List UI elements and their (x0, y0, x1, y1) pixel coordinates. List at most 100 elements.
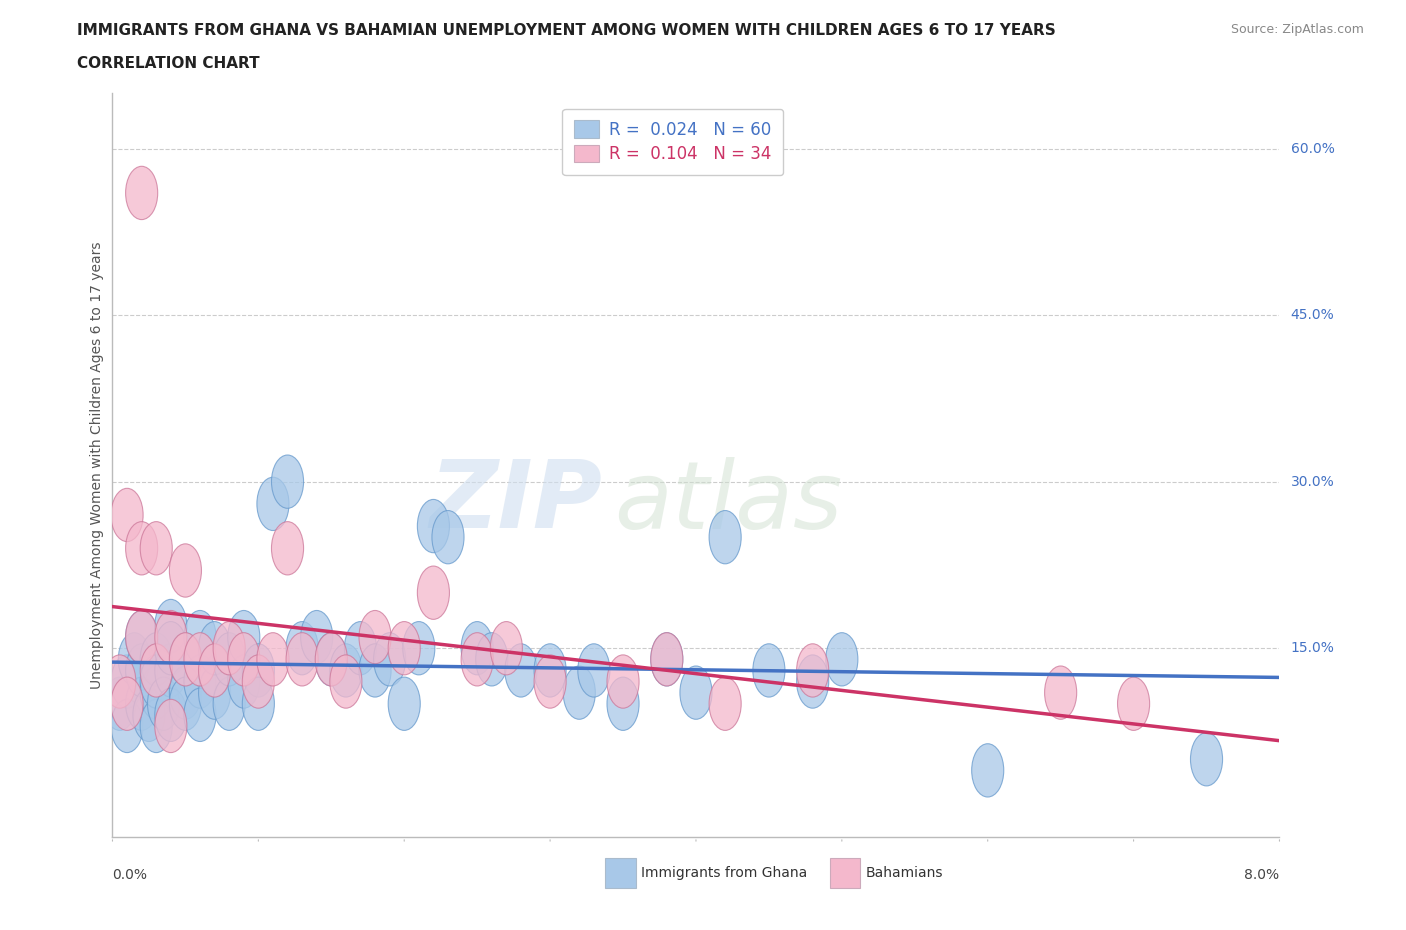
Ellipse shape (169, 666, 201, 719)
Ellipse shape (214, 621, 245, 675)
Ellipse shape (141, 632, 173, 686)
Ellipse shape (578, 644, 610, 698)
Ellipse shape (242, 644, 274, 698)
Ellipse shape (228, 610, 260, 664)
Text: Immigrants from Ghana: Immigrants from Ghana (641, 866, 807, 881)
Ellipse shape (1045, 666, 1077, 719)
Ellipse shape (607, 677, 640, 730)
Ellipse shape (825, 632, 858, 686)
Ellipse shape (418, 499, 450, 552)
Ellipse shape (228, 655, 260, 708)
Ellipse shape (564, 666, 595, 719)
Ellipse shape (461, 621, 494, 675)
Ellipse shape (681, 666, 711, 719)
Ellipse shape (374, 632, 406, 686)
Ellipse shape (148, 677, 180, 730)
Ellipse shape (505, 644, 537, 698)
Text: atlas: atlas (614, 457, 842, 548)
Ellipse shape (285, 632, 318, 686)
Ellipse shape (432, 511, 464, 564)
Ellipse shape (155, 621, 187, 675)
Ellipse shape (271, 455, 304, 509)
Ellipse shape (184, 610, 217, 664)
Ellipse shape (797, 655, 828, 708)
Ellipse shape (972, 744, 1004, 797)
Ellipse shape (125, 610, 157, 664)
Ellipse shape (111, 488, 143, 541)
Ellipse shape (534, 644, 567, 698)
Legend: R =  0.024   N = 60, R =  0.104   N = 34: R = 0.024 N = 60, R = 0.104 N = 34 (562, 109, 783, 175)
Ellipse shape (752, 644, 785, 698)
Ellipse shape (475, 632, 508, 686)
Ellipse shape (134, 688, 165, 741)
Ellipse shape (709, 677, 741, 730)
Ellipse shape (169, 677, 201, 730)
Ellipse shape (169, 632, 201, 686)
Ellipse shape (330, 655, 361, 708)
Ellipse shape (491, 621, 523, 675)
Ellipse shape (228, 632, 260, 686)
Ellipse shape (125, 644, 157, 698)
Ellipse shape (169, 544, 201, 597)
Ellipse shape (198, 621, 231, 675)
Ellipse shape (651, 632, 683, 686)
Ellipse shape (111, 699, 143, 752)
Text: 45.0%: 45.0% (1291, 308, 1334, 322)
Ellipse shape (709, 511, 741, 564)
Ellipse shape (155, 610, 187, 664)
Ellipse shape (141, 644, 173, 698)
Ellipse shape (402, 621, 434, 675)
Ellipse shape (198, 644, 231, 698)
Ellipse shape (125, 166, 157, 219)
Ellipse shape (242, 677, 274, 730)
Text: CORRELATION CHART: CORRELATION CHART (77, 56, 260, 71)
Ellipse shape (111, 677, 143, 730)
Ellipse shape (141, 522, 173, 575)
Ellipse shape (169, 632, 201, 686)
Text: 0.0%: 0.0% (112, 868, 148, 882)
Ellipse shape (797, 644, 828, 698)
Ellipse shape (125, 677, 157, 730)
Ellipse shape (155, 688, 187, 741)
Ellipse shape (1118, 677, 1150, 730)
Ellipse shape (111, 655, 143, 708)
Text: 60.0%: 60.0% (1291, 141, 1334, 155)
Ellipse shape (330, 644, 361, 698)
Ellipse shape (285, 621, 318, 675)
Ellipse shape (534, 655, 567, 708)
Y-axis label: Unemployment Among Women with Children Ages 6 to 17 years: Unemployment Among Women with Children A… (90, 241, 104, 689)
Ellipse shape (104, 655, 136, 708)
Ellipse shape (155, 699, 187, 752)
Ellipse shape (155, 599, 187, 653)
Text: 15.0%: 15.0% (1291, 641, 1334, 656)
Text: IMMIGRANTS FROM GHANA VS BAHAMIAN UNEMPLOYMENT AMONG WOMEN WITH CHILDREN AGES 6 : IMMIGRANTS FROM GHANA VS BAHAMIAN UNEMPL… (77, 23, 1056, 38)
Ellipse shape (359, 644, 391, 698)
Ellipse shape (118, 632, 150, 686)
Ellipse shape (141, 666, 173, 719)
Ellipse shape (125, 610, 157, 664)
Ellipse shape (271, 522, 304, 575)
Ellipse shape (214, 632, 245, 686)
Ellipse shape (315, 632, 347, 686)
Ellipse shape (184, 632, 217, 686)
Ellipse shape (461, 632, 494, 686)
Ellipse shape (388, 621, 420, 675)
Ellipse shape (257, 632, 290, 686)
Ellipse shape (214, 677, 245, 730)
Ellipse shape (315, 632, 347, 686)
Text: Source: ZipAtlas.com: Source: ZipAtlas.com (1230, 23, 1364, 36)
Text: Bahamians: Bahamians (866, 866, 943, 881)
Ellipse shape (607, 655, 640, 708)
Text: 30.0%: 30.0% (1291, 474, 1334, 488)
Ellipse shape (104, 677, 136, 730)
Ellipse shape (184, 655, 217, 708)
Ellipse shape (388, 677, 420, 730)
Text: 8.0%: 8.0% (1244, 868, 1279, 882)
Text: ZIP: ZIP (430, 457, 603, 548)
Ellipse shape (184, 688, 217, 741)
Ellipse shape (198, 644, 231, 698)
Ellipse shape (344, 621, 377, 675)
Ellipse shape (125, 522, 157, 575)
Ellipse shape (1191, 733, 1223, 786)
Ellipse shape (257, 477, 290, 530)
